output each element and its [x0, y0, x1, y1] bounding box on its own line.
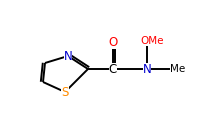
- Text: C: C: [109, 63, 117, 75]
- Text: Me: Me: [170, 64, 186, 74]
- Text: OMe: OMe: [140, 36, 164, 46]
- Text: N: N: [143, 63, 151, 75]
- Text: O: O: [108, 35, 118, 49]
- Text: N: N: [64, 49, 72, 63]
- Text: S: S: [61, 85, 69, 99]
